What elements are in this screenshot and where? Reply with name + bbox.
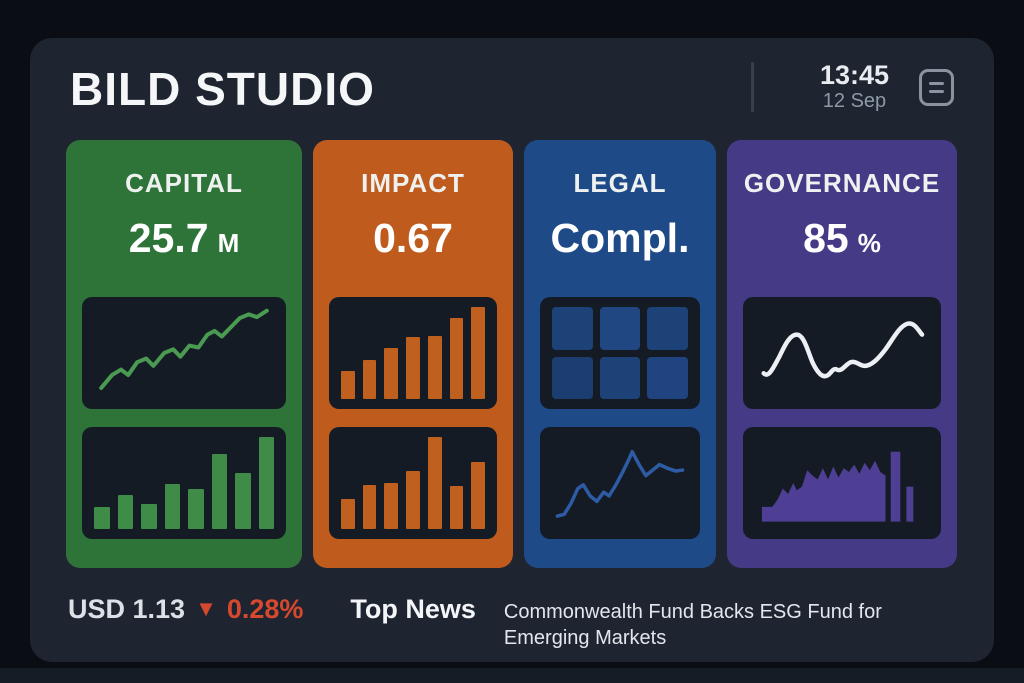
- bar: [406, 337, 420, 399]
- bar: [384, 348, 399, 399]
- card-governance-value-unit: %: [857, 228, 881, 258]
- bar: [427, 437, 442, 529]
- bar: [362, 360, 377, 399]
- governance-volume-bar: [890, 451, 901, 522]
- card-governance-value-number: 85: [803, 215, 849, 261]
- bar: [362, 484, 377, 529]
- clock: 13:45 12 Sep: [819, 59, 889, 113]
- menu-icon[interactable]: [919, 68, 954, 106]
- background-strip: [0, 668, 1024, 683]
- card-impact[interactable]: IMPACT 0.67: [313, 140, 513, 568]
- card-capital[interactable]: CAPITAL 25.7 M: [66, 140, 302, 568]
- header-right-cluster: 13:45 12 Sep: [750, 54, 954, 120]
- governance-volume-bar: [906, 486, 914, 522]
- governance-sparkline: [764, 323, 922, 376]
- fx-quote: USD 1.13 ▼ 0.28%: [68, 594, 303, 625]
- bar: [188, 489, 204, 529]
- governance-area-shape: [761, 460, 886, 522]
- bar: [471, 461, 486, 529]
- bar: [427, 335, 442, 399]
- capital-line-chart: [82, 297, 286, 409]
- legal-line-chart: [540, 427, 700, 539]
- card-governance-value: 85 %: [803, 215, 881, 263]
- card-legal[interactable]: LEGAL Compl.: [524, 140, 716, 568]
- bar: [211, 453, 227, 529]
- bar: [341, 498, 355, 529]
- header-divider: [750, 62, 754, 112]
- governance-line-chart: [743, 297, 941, 409]
- card-impact-label: IMPACT: [361, 168, 465, 198]
- card-impact-value: 0.67: [373, 215, 453, 263]
- card-governance[interactable]: GOVERNANCE 85 %: [727, 140, 957, 568]
- menu-line: [929, 89, 944, 93]
- capital-bar-chart: [82, 427, 286, 539]
- capital-sparkline: [101, 311, 267, 388]
- grid-cell: [552, 356, 593, 399]
- grid-cell: [599, 307, 641, 350]
- bar: [235, 472, 251, 529]
- menu-line: [929, 81, 944, 85]
- bar: [164, 483, 180, 529]
- bar: [406, 471, 420, 529]
- top-news-label: Top News: [350, 594, 476, 624]
- impact-bars-bottom: [341, 437, 486, 529]
- fx-pair-rate: USD 1.13: [68, 594, 186, 624]
- card-legal-value: Compl.: [551, 215, 690, 263]
- governance-area-chart: [743, 427, 941, 539]
- news-headline[interactable]: Commonwealth Fund Backs ESG Fund for Eme…: [503, 601, 882, 650]
- fx-change-percent: 0.28%: [226, 594, 304, 624]
- card-governance-label: GOVERNANCE: [743, 168, 941, 198]
- legal-grid-icon: [552, 307, 688, 399]
- card-capital-value-unit: M: [217, 228, 240, 258]
- card-legal-value-text: Compl.: [550, 215, 690, 261]
- capital-bars: [94, 437, 274, 529]
- bar: [384, 483, 399, 529]
- card-capital-value: 25.7 M: [129, 215, 239, 263]
- card-capital-value-number: 25.7: [128, 215, 209, 261]
- grid-cell: [552, 307, 593, 350]
- impact-bar-chart-bottom: [329, 427, 497, 539]
- clock-date: 12 Sep: [822, 90, 887, 113]
- clock-time: 13:45: [819, 59, 889, 90]
- bar: [471, 307, 486, 399]
- bar: [94, 506, 110, 529]
- bar: [341, 371, 355, 399]
- impact-bar-chart-top: [329, 297, 497, 409]
- card-capital-label: CAPITAL: [125, 168, 243, 198]
- grid-cell: [647, 356, 688, 399]
- ticker-row: USD 1.13 ▼ 0.28% Top News Commonwealth F…: [68, 594, 952, 652]
- bar: [117, 494, 133, 529]
- kpi-cards-row: CAPITAL 25.7 M IMPACT 0.67: [66, 140, 957, 568]
- app-title: BILD STUDIO: [70, 63, 375, 115]
- impact-bars-top: [341, 307, 486, 399]
- grid-cell: [599, 356, 641, 399]
- bar: [258, 437, 274, 529]
- grid-cell: [647, 307, 688, 350]
- bar: [141, 504, 157, 529]
- down-triangle-icon: ▼: [195, 596, 217, 621]
- legal-sparkline: [557, 452, 682, 516]
- main-panel: BILD STUDIO 13:45 12 Sep CAPITAL 25.7 M: [30, 38, 994, 662]
- bar: [449, 485, 464, 529]
- card-legal-label: LEGAL: [573, 168, 667, 198]
- card-impact-value-number: 0.67: [373, 215, 453, 261]
- bar: [449, 318, 464, 399]
- legal-grid-chart: [540, 297, 700, 409]
